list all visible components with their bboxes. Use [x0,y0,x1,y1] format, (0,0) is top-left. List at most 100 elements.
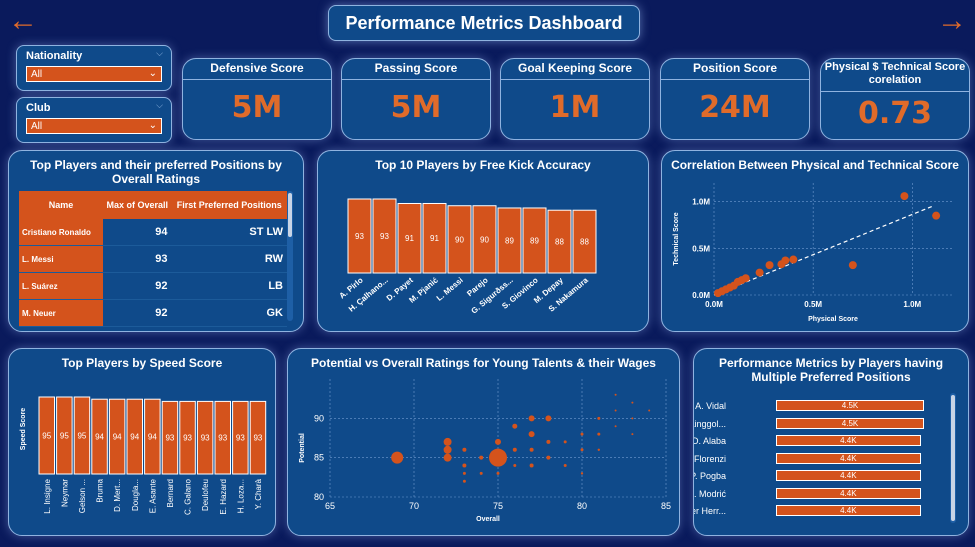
bar[interactable] [214,400,231,475]
bar[interactable] [196,400,214,475]
bar-row[interactable]: P. Pogba 4.4K [694,469,954,483]
bar[interactable] [38,396,55,475]
scatter-point[interactable] [462,463,467,468]
scatter-point[interactable] [546,439,551,444]
bar[interactable]: 4.5K [776,400,924,411]
scrollbar-thumb[interactable] [288,193,292,237]
column-header[interactable]: Max of Overall [103,191,172,219]
chart-scrollbar[interactable] [950,393,956,523]
bar-row[interactable]: A. Vidal 4.5K [694,399,954,413]
scatter-point[interactable] [563,440,567,444]
scatter-point[interactable] [755,268,764,277]
bar[interactable] [522,207,547,274]
bar[interactable] [547,209,572,274]
bar[interactable]: 4.4K [776,487,921,499]
bar[interactable] [472,205,497,274]
scrollbar-thumb[interactable] [951,395,955,521]
scatter-point[interactable] [479,455,484,460]
scatter-point[interactable] [528,431,535,438]
scatter-point[interactable] [545,415,552,422]
bar[interactable]: 4.4K [776,435,921,446]
bar[interactable]: 4.4K [776,505,921,516]
scatter-point[interactable] [597,448,600,451]
scatter-point[interactable] [513,464,517,468]
scatter-point[interactable] [512,447,517,452]
bar-row[interactable]: D. Alaba 4.4K [694,434,954,448]
column-header[interactable]: First Preferred Positions [171,191,287,219]
table-row[interactable]: L. Messi 93 RW [19,245,287,273]
scatter-point[interactable] [932,211,941,220]
scatter-point[interactable] [789,255,798,264]
scatter-point[interactable] [580,448,584,452]
bar[interactable] [397,202,422,274]
scatter-point[interactable] [462,447,467,452]
scatter-point[interactable] [597,432,601,436]
bar[interactable] [232,400,249,475]
scatter-point[interactable] [614,393,617,396]
scatter-point[interactable] [563,464,567,468]
bar[interactable] [179,400,196,475]
scatter-point[interactable] [741,274,750,283]
bar[interactable] [91,398,108,475]
bar-row[interactable]: R. Nainggol... 4.5K [694,417,954,431]
bar-row[interactable]: A. Florenzi 4.4K [694,452,954,466]
club-dropdown[interactable]: All ⌄ [26,118,162,134]
scatter-point[interactable] [546,455,551,460]
bar[interactable] [422,202,447,274]
bar[interactable] [447,205,472,274]
scatter-point[interactable] [529,463,534,468]
column-header[interactable]: Name [19,191,103,219]
scatter-point[interactable] [580,432,584,436]
forward-arrow-icon[interactable]: → [937,4,967,37]
scatter-point[interactable] [479,471,483,475]
bar-row[interactable]: L. Modrić 4.4K [694,487,954,501]
bar[interactable] [572,209,597,274]
scatter-point[interactable] [443,445,452,454]
scatter-point[interactable] [462,471,466,475]
bar-row[interactable]: Ander Herr... 4.4K [694,504,954,518]
bar[interactable] [249,400,267,475]
scatter-point[interactable] [631,401,634,404]
scatter-point[interactable] [614,409,617,412]
scatter-point[interactable] [781,256,790,265]
bar[interactable] [108,398,126,475]
table-scrollbar[interactable] [287,191,293,321]
bar[interactable] [56,396,73,475]
nationality-slicer[interactable]: Nationality ⌵ All ⌄ [16,45,172,91]
back-arrow-icon[interactable]: ← [8,4,38,37]
bar[interactable] [144,398,161,475]
scatter-point[interactable] [900,192,909,201]
chevron-down-icon[interactable]: ⌵ [156,100,163,110]
table-row[interactable]: Cristiano Ronaldo 94 ST LW [19,219,287,246]
scatter-point[interactable] [489,448,507,467]
scatter-point[interactable] [597,416,601,420]
bar[interactable] [73,396,91,475]
table-row[interactable]: M. Neuer 92 GK [19,299,287,327]
bar[interactable] [372,198,397,274]
scatter-point[interactable] [528,415,535,422]
scatter-point[interactable] [631,417,634,420]
scatter-point[interactable] [443,437,452,446]
chevron-down-icon[interactable]: ⌵ [156,48,163,58]
bar[interactable]: 4.4K [776,452,921,464]
bar[interactable]: 4.5K [776,417,924,429]
bar[interactable] [126,398,143,475]
scatter-point[interactable] [631,433,634,436]
bar[interactable] [347,198,372,274]
scatter-point[interactable] [391,451,404,464]
scatter-point[interactable] [496,471,500,475]
nationality-dropdown[interactable]: All ⌄ [26,66,162,82]
scatter-point[interactable] [848,261,857,270]
scatter-point[interactable] [529,447,534,452]
bar[interactable]: 4.4K [776,470,921,481]
bar[interactable] [497,207,522,274]
scatter-point[interactable] [614,425,617,428]
table-row[interactable]: L. Suárez 92 LB [19,272,287,300]
scatter-point[interactable] [648,409,651,412]
scatter-point[interactable] [443,453,452,462]
club-slicer[interactable]: Club ⌵ All ⌄ [16,97,172,143]
scatter-point[interactable] [580,472,584,475]
scatter-point[interactable] [495,438,501,445]
scatter-point[interactable] [765,261,774,270]
bar[interactable] [161,400,179,475]
